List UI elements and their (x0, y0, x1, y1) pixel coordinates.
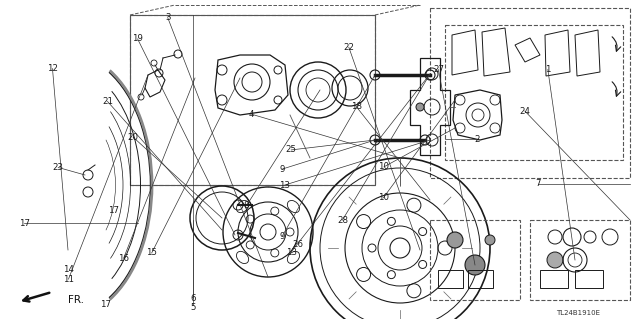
Text: 7: 7 (535, 179, 540, 188)
Text: 6: 6 (191, 294, 196, 303)
Bar (468, 270, 493, 288)
Text: 25: 25 (285, 145, 297, 154)
Text: 13: 13 (279, 181, 291, 189)
Text: 10: 10 (378, 193, 389, 202)
Text: 8: 8 (244, 201, 249, 210)
Text: 13: 13 (285, 248, 297, 256)
Text: 24: 24 (519, 107, 531, 115)
Text: 10: 10 (378, 162, 390, 171)
Circle shape (547, 252, 563, 268)
Bar (445, 25, 623, 160)
Text: 28: 28 (337, 216, 348, 225)
Text: 17: 17 (108, 206, 120, 215)
Bar (438, 270, 463, 288)
Text: 23: 23 (52, 163, 64, 172)
Text: 20: 20 (127, 133, 139, 142)
Text: 4: 4 (249, 110, 254, 119)
Text: 22: 22 (343, 43, 355, 52)
Bar (540, 270, 568, 288)
Circle shape (447, 232, 463, 248)
Text: 1: 1 (545, 65, 550, 74)
Bar (430, 8, 630, 178)
Text: 9: 9 (280, 165, 285, 174)
Circle shape (465, 255, 485, 275)
Text: 3: 3 (165, 13, 170, 22)
Text: 12: 12 (47, 64, 58, 73)
Text: FR.: FR. (68, 295, 84, 305)
Bar (530, 220, 630, 300)
Text: 17: 17 (100, 300, 111, 309)
Text: 27: 27 (433, 65, 444, 74)
Text: 5: 5 (191, 303, 196, 312)
Text: TL24B1910E: TL24B1910E (556, 310, 600, 316)
Text: 17: 17 (19, 219, 30, 228)
Text: 21: 21 (102, 97, 113, 106)
Text: 9: 9 (280, 232, 285, 241)
Circle shape (416, 103, 424, 111)
Text: 26: 26 (292, 240, 303, 249)
Bar (575, 270, 603, 288)
Circle shape (485, 235, 495, 245)
Text: 15: 15 (146, 249, 157, 257)
Text: 14: 14 (63, 265, 74, 274)
Bar (430, 220, 520, 300)
Text: 19: 19 (132, 34, 143, 43)
Text: 2: 2 (475, 135, 480, 144)
Text: 18: 18 (351, 102, 362, 111)
Text: 11: 11 (63, 275, 74, 284)
Text: 16: 16 (118, 254, 129, 263)
